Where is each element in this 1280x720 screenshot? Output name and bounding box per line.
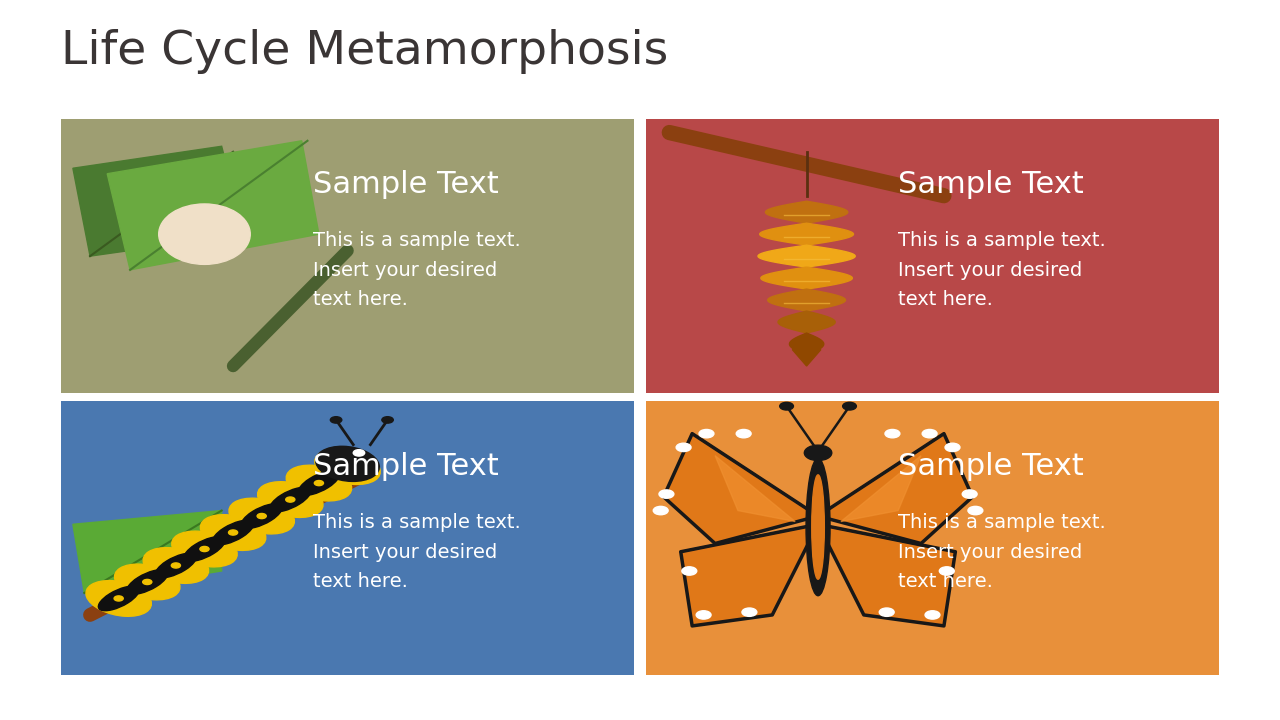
Circle shape [114,596,123,601]
Circle shape [842,402,856,410]
Ellipse shape [143,548,209,583]
Circle shape [285,497,294,502]
Text: Sample Text: Sample Text [314,170,499,199]
Circle shape [804,445,832,461]
Ellipse shape [316,446,379,482]
Circle shape [682,567,696,575]
Polygon shape [792,349,820,366]
Circle shape [343,464,352,469]
Ellipse shape [806,459,829,595]
Polygon shape [841,456,922,521]
Text: Life Cycle Metamorphosis: Life Cycle Metamorphosis [61,29,668,74]
Circle shape [659,490,673,498]
Circle shape [736,429,751,438]
Text: Sample Text: Sample Text [899,452,1084,481]
FancyBboxPatch shape [646,119,1219,393]
Ellipse shape [172,531,237,567]
Ellipse shape [257,482,323,518]
Ellipse shape [242,504,282,528]
FancyBboxPatch shape [61,119,634,393]
Circle shape [330,417,342,423]
Circle shape [696,611,712,619]
Ellipse shape [812,475,824,579]
Polygon shape [818,524,955,626]
Ellipse shape [315,449,380,485]
Text: This is a sample text.
Insert your desired
text here.: This is a sample text. Insert your desir… [314,513,521,591]
Circle shape [257,513,266,518]
Circle shape [315,480,324,486]
Polygon shape [765,201,847,223]
Circle shape [925,611,940,619]
FancyBboxPatch shape [61,400,634,675]
Circle shape [142,580,152,585]
Circle shape [172,563,180,568]
FancyBboxPatch shape [646,400,1219,675]
Text: Sample Text: Sample Text [314,452,499,481]
Ellipse shape [229,498,294,534]
Polygon shape [73,510,221,593]
Circle shape [353,450,365,456]
Ellipse shape [159,204,251,264]
Ellipse shape [184,536,225,562]
Circle shape [922,429,937,438]
Circle shape [968,506,983,515]
Circle shape [884,429,900,438]
Polygon shape [716,456,795,521]
Polygon shape [768,289,846,311]
Circle shape [742,608,756,616]
Ellipse shape [298,471,339,495]
Circle shape [381,417,393,423]
Ellipse shape [156,553,196,577]
Circle shape [879,608,895,616]
Text: This is a sample text.
Insert your desired
text here.: This is a sample text. Insert your desir… [314,231,521,310]
Polygon shape [790,333,824,355]
Ellipse shape [201,515,266,550]
Ellipse shape [99,586,140,611]
Circle shape [676,444,691,451]
Ellipse shape [127,570,168,594]
Circle shape [780,402,794,410]
Text: This is a sample text.
Insert your desired
text here.: This is a sample text. Insert your desir… [899,513,1106,591]
Text: Sample Text: Sample Text [899,170,1084,199]
Polygon shape [108,141,319,270]
Ellipse shape [86,580,151,616]
Polygon shape [663,433,818,544]
Polygon shape [73,146,244,256]
Circle shape [940,567,954,575]
Circle shape [945,444,960,451]
Ellipse shape [114,564,180,600]
Ellipse shape [328,454,367,479]
Text: This is a sample text.
Insert your desired
text here.: This is a sample text. Insert your desir… [899,231,1106,310]
Circle shape [200,546,209,552]
Polygon shape [760,267,852,289]
Ellipse shape [270,487,311,512]
Polygon shape [778,311,835,333]
Circle shape [653,506,668,515]
Polygon shape [681,524,818,626]
Circle shape [229,530,238,535]
Ellipse shape [287,465,352,501]
Circle shape [699,429,714,438]
Circle shape [963,490,977,498]
Polygon shape [818,433,973,544]
Polygon shape [760,223,854,245]
Polygon shape [758,245,855,267]
Ellipse shape [212,521,253,545]
